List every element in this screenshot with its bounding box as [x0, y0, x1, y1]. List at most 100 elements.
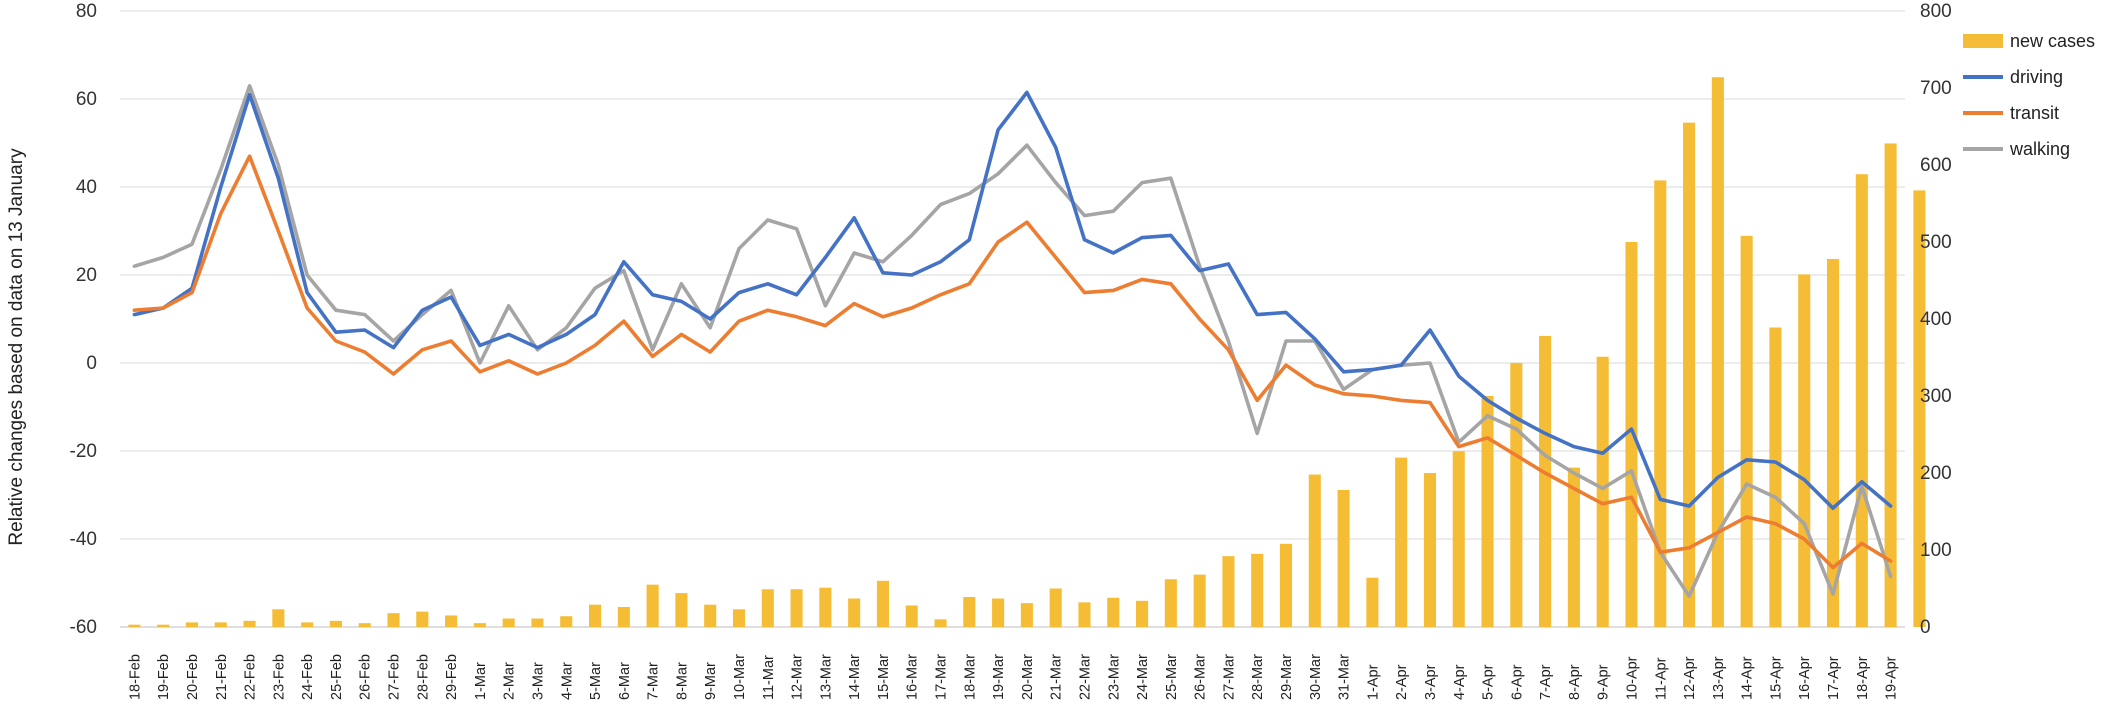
x-tick-label: 10-Apr [1625, 656, 1641, 700]
x-tick-label: 12-Apr [1682, 656, 1698, 700]
legend-swatch-new-cases [1963, 34, 2003, 48]
x-tick-label: 24-Feb [300, 654, 316, 700]
x-tick-label: 18-Mar [962, 654, 978, 700]
bar-new-cases [358, 623, 371, 627]
x-tick-label: 20-Feb [185, 654, 201, 700]
x-tick-label: 11-Mar [761, 655, 777, 700]
bar-new-cases [1222, 556, 1235, 627]
x-tick-label: 24-Mar [1135, 654, 1151, 700]
y2-tick-label: 500 [1920, 232, 1952, 253]
bar-new-cases [301, 622, 314, 627]
x-tick-label: 10-Mar [732, 654, 748, 700]
x-axis-ticks: 18-Feb 19-Feb 20-Feb 21-Feb 22-Feb 23-Feb 24-F… [127, 654, 1899, 700]
line-driving [132, 90, 1893, 511]
line-transit [132, 154, 1893, 570]
bar-new-cases [732, 609, 746, 627]
y-tick-label: 0 [86, 353, 97, 374]
x-tick-label: 29-Feb [444, 654, 460, 700]
y2-tick-label: 800 [1920, 1, 1952, 22]
bar-new-cases [1625, 242, 1638, 627]
bar-new-cases [157, 624, 170, 627]
x-tick-label: 29-Mar [1279, 654, 1295, 700]
x-tick-label: 21-Mar [1049, 654, 1065, 700]
bar-new-cases [675, 593, 688, 627]
x-tick-label: 31-Mar [1337, 654, 1353, 700]
bar-new-cases [1020, 603, 1033, 627]
bar-new-cases [1423, 473, 1437, 627]
x-tick-label: 16-Mar [905, 654, 921, 700]
y-axis-label: Relative changes based on data on 13 Jan… [6, 148, 27, 546]
x-tick-label: 18-Feb [127, 654, 143, 700]
bar-new-cases [1596, 356, 1609, 627]
bar-new-cases [128, 624, 141, 627]
x-tick-label: 16-Apr [1797, 656, 1813, 700]
bar-new-cases [560, 616, 573, 627]
bar-new-cases [1164, 579, 1177, 627]
bar-new-cases [502, 618, 515, 627]
x-tick-label: 20-Mar [1020, 654, 1036, 700]
x-tick-label: 7-Apr [1538, 664, 1554, 700]
x-tick-label: 19-Feb [156, 654, 172, 700]
y2-tick-label: 300 [1920, 386, 1952, 407]
bar-new-cases [1395, 457, 1408, 627]
y-tick-label: 40 [76, 177, 97, 198]
x-tick-label: 6-Mar [617, 662, 633, 700]
x-tick-label: 28-Mar [1250, 654, 1266, 700]
x-tick-label: 25-Mar [1164, 654, 1180, 700]
x-tick-label: 7-Mar [646, 662, 662, 700]
y-tick-label: -40 [70, 529, 97, 550]
legend: new cases driving transit walking [1963, 31, 2095, 159]
bar-new-cases [1826, 258, 1840, 627]
x-tick-label: 15-Apr [1768, 656, 1784, 700]
legend-label: new cases [2010, 31, 2095, 51]
legend-label: driving [2010, 67, 2063, 87]
legend-label: walking [2009, 139, 2070, 159]
bar-new-cases [790, 589, 803, 627]
bar-new-cases [819, 587, 832, 627]
bar-new-cases [761, 589, 774, 627]
bar-new-cases [876, 580, 889, 627]
x-tick-label: 22-Feb [243, 654, 259, 700]
x-tick-label: 26-Feb [358, 654, 374, 700]
bar-new-cases [905, 605, 918, 627]
x-tick-label: 19-Mar [991, 654, 1007, 700]
bar-new-cases [387, 613, 400, 627]
x-tick-label: 21-Feb [214, 654, 230, 700]
bar-new-cases [1279, 543, 1293, 627]
y2-tick-label: 0 [1920, 617, 1931, 638]
x-tick-label: 17-Mar [934, 654, 950, 700]
bar-new-cases [1711, 77, 1724, 628]
y-tick-label: 20 [76, 265, 97, 286]
line-walking [132, 84, 1893, 599]
x-tick-label: 3-Mar [531, 662, 547, 700]
x-tick-label: 18-Apr [1855, 656, 1871, 700]
x-tick-label: 3-Apr [1423, 664, 1439, 700]
left-axis-ticks: 80 60 40 20 0 -20 -40 -60 [70, 1, 97, 638]
bar-new-cases [1107, 597, 1120, 627]
y-tick-label: -60 [70, 617, 97, 638]
bar-new-cases [1193, 574, 1206, 627]
x-tick-label: 11-Apr [1653, 657, 1669, 700]
bar-new-cases [1654, 180, 1667, 627]
x-tick-label: 12-Mar [790, 654, 806, 700]
x-tick-label: 27-Feb [387, 654, 403, 700]
bar-new-cases [1337, 489, 1350, 627]
x-tick-label: 15-Mar [876, 654, 892, 700]
bar-new-cases [214, 622, 227, 627]
bar-new-cases [1683, 122, 1696, 628]
y2-tick-label: 600 [1920, 155, 1952, 176]
right-axis-ticks: 800 700 600 500 400 300 200 100 0 [1920, 1, 1952, 638]
bar-new-cases [272, 609, 285, 627]
bar-series-new-cases [128, 77, 1926, 628]
y2-tick-label: 700 [1920, 78, 1952, 99]
bar-new-cases [848, 598, 861, 627]
x-tick-label: 22-Mar [1078, 654, 1094, 700]
x-tick-label: 5-Apr [1481, 664, 1497, 700]
bar-new-cases [1884, 143, 1897, 627]
line-series-group [132, 84, 1893, 599]
bar-new-cases [963, 596, 976, 627]
bar-new-cases [1308, 474, 1321, 627]
bar-new-cases [531, 618, 544, 627]
gridlines [120, 10, 1905, 628]
x-tick-label: 17-Apr [1826, 656, 1842, 700]
